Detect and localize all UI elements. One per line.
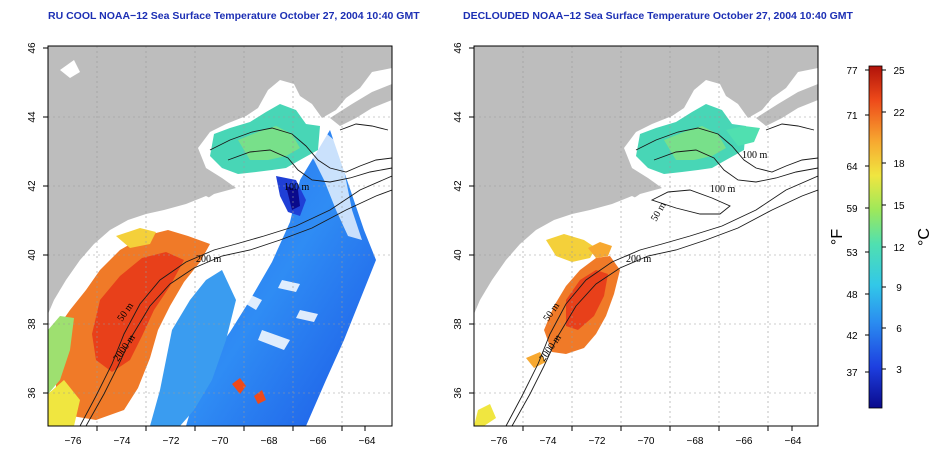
contour-label-200m-right: 200 m xyxy=(626,254,652,265)
contour-label-100m-left: 100 m xyxy=(284,182,310,193)
x-tick-right: −70 xyxy=(638,436,655,447)
map-title-right: DECLOUDED NOAA−12 Sea Surface Temperatur… xyxy=(463,10,853,22)
plot-frame-right xyxy=(473,45,819,427)
satellite-swath-left xyxy=(186,130,376,426)
y-tick-left: 38 xyxy=(27,318,38,330)
y-tick-right: 42 xyxy=(453,180,464,192)
x-tick-left: −66 xyxy=(310,436,327,447)
map-panel-left: 100 m 200 m 50 m 2000 m −76 −74 −72 −70 … xyxy=(27,42,393,447)
y-tick-left: 44 xyxy=(27,111,38,123)
x-tick-left: −70 xyxy=(212,436,229,447)
x-tick-right: −66 xyxy=(736,436,753,447)
colorbar-f-tick: 59 xyxy=(846,204,858,215)
x-tick-right: −72 xyxy=(589,436,606,447)
contour-label-100m-right: 100 m xyxy=(742,150,768,161)
x-tick-left: −64 xyxy=(359,436,376,447)
temperature-colorbar: 77 71 64 59 53 48 42 37 25 22 18 15 12 9… xyxy=(829,65,933,409)
colorbar-c-tick: 18 xyxy=(893,159,905,170)
x-tick-right: −76 xyxy=(491,436,508,447)
colorbar-f-tick: 48 xyxy=(846,290,858,301)
colorbar-c-tick: 15 xyxy=(893,201,905,212)
y-tick-right: 46 xyxy=(453,42,464,54)
y-tick-right: 38 xyxy=(453,318,464,330)
colorbar-celsius-label: °C xyxy=(916,228,933,246)
y-tick-left: 42 xyxy=(27,180,38,192)
contour-label-200m-left: 200 m xyxy=(196,254,222,265)
x-tick-right: −64 xyxy=(785,436,802,447)
y-tick-right: 40 xyxy=(453,249,464,261)
colorbar-f-tick: 77 xyxy=(846,66,858,77)
colorbar-c-tick: 9 xyxy=(896,283,902,294)
x-tick-left: −76 xyxy=(65,436,82,447)
x-tick-left: −68 xyxy=(261,436,278,447)
colorbar-c-tick: 22 xyxy=(893,108,905,119)
colorbar-c-tick: 12 xyxy=(893,243,905,254)
colorbar-f-tick: 37 xyxy=(846,368,858,379)
colorbar-c-tick: 25 xyxy=(893,66,905,77)
colorbar-c-tick: 6 xyxy=(896,324,902,335)
x-tick-left: −72 xyxy=(163,436,180,447)
colorbar-f-tick: 71 xyxy=(846,111,858,122)
x-tick-left: −74 xyxy=(114,436,131,447)
x-tick-right: −74 xyxy=(540,436,557,447)
y-tick-right: 36 xyxy=(453,387,464,399)
contour-label-100m-right-2: 100 m xyxy=(710,184,736,195)
colorbar-f-tick: 53 xyxy=(846,248,858,259)
y-tick-left: 40 xyxy=(27,249,38,261)
y-tick-right: 44 xyxy=(453,111,464,123)
plot-frame-left xyxy=(47,45,393,427)
colorbar-gradient xyxy=(868,65,883,409)
colorbar-f-tick: 64 xyxy=(846,162,858,173)
y-tick-left: 36 xyxy=(27,387,38,399)
colorbar-fahrenheit-label: °F xyxy=(829,229,846,245)
colorbar-c-tick: 3 xyxy=(896,365,902,376)
y-tick-left: 46 xyxy=(27,42,38,54)
map-title-left: RU COOL NOAA−12 Sea Surface Temperature … xyxy=(48,10,420,22)
map-panel-right: 100 m 100 m 50 m 200 m 50 m 2000 m −76 −… xyxy=(453,42,819,447)
x-tick-right: −68 xyxy=(687,436,704,447)
colorbar-f-tick: 42 xyxy=(846,331,858,342)
